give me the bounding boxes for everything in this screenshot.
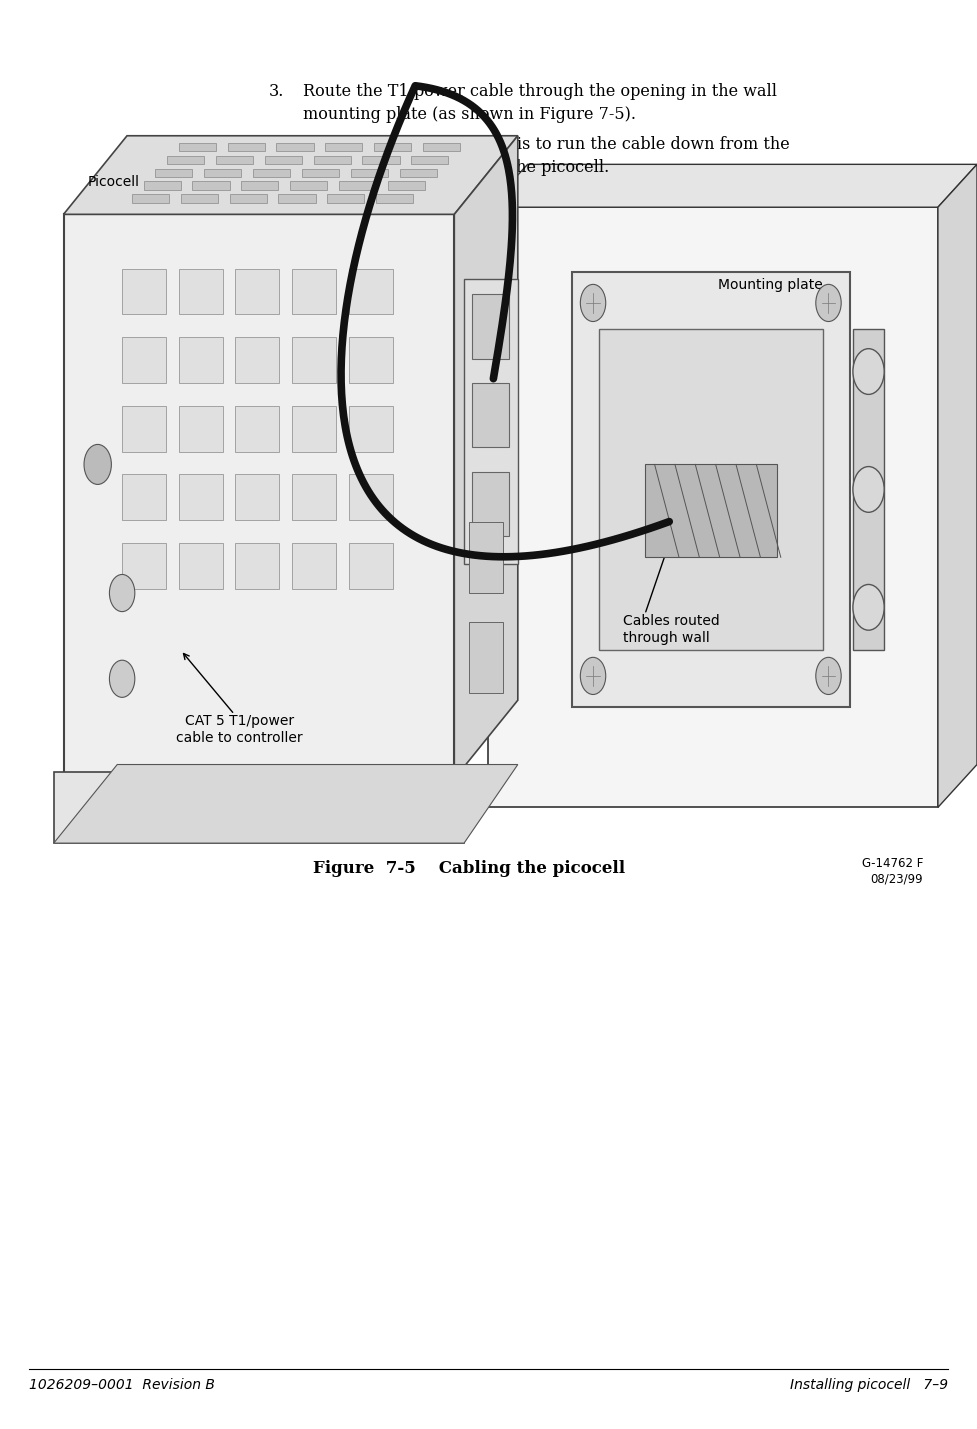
Bar xyxy=(400,169,437,177)
Bar xyxy=(230,194,267,203)
Bar xyxy=(228,143,265,151)
Bar xyxy=(374,143,411,151)
Bar xyxy=(349,269,393,314)
Bar xyxy=(235,337,279,383)
Bar xyxy=(253,169,290,177)
Text: Cables routed
through wall: Cables routed through wall xyxy=(623,614,720,644)
Bar xyxy=(122,406,166,452)
Bar xyxy=(376,194,413,203)
Bar xyxy=(388,181,425,190)
Bar xyxy=(235,269,279,314)
Bar xyxy=(290,181,327,190)
Bar xyxy=(853,329,884,650)
Text: mounting plate (as shown in Figure 7-5).: mounting plate (as shown in Figure 7-5). xyxy=(303,106,636,123)
Bar xyxy=(599,329,823,650)
Polygon shape xyxy=(488,164,977,207)
Bar xyxy=(167,156,204,164)
Bar xyxy=(276,143,314,151)
Bar xyxy=(349,543,393,589)
Bar xyxy=(144,181,181,190)
Polygon shape xyxy=(938,164,977,807)
Bar xyxy=(179,474,223,520)
Bar xyxy=(122,337,166,383)
Bar xyxy=(64,214,454,779)
Bar xyxy=(278,194,316,203)
Bar xyxy=(54,772,464,843)
Bar xyxy=(302,169,339,177)
Circle shape xyxy=(580,657,606,694)
Circle shape xyxy=(853,466,884,513)
Bar xyxy=(292,269,336,314)
Circle shape xyxy=(109,574,135,612)
Bar xyxy=(292,337,336,383)
Bar xyxy=(469,622,503,693)
Bar xyxy=(645,464,777,557)
Polygon shape xyxy=(54,765,518,843)
Circle shape xyxy=(853,584,884,630)
Bar xyxy=(179,406,223,452)
Bar xyxy=(292,406,336,452)
Bar xyxy=(327,194,364,203)
Bar xyxy=(292,474,336,520)
Bar xyxy=(314,156,351,164)
Bar xyxy=(179,143,216,151)
Bar xyxy=(488,207,938,807)
Bar xyxy=(469,522,503,593)
Bar xyxy=(464,279,518,564)
Circle shape xyxy=(816,284,841,322)
Circle shape xyxy=(853,349,884,394)
Bar xyxy=(349,406,393,452)
Bar xyxy=(362,156,400,164)
Bar xyxy=(155,169,192,177)
Bar xyxy=(179,337,223,383)
Bar xyxy=(179,269,223,314)
Bar xyxy=(265,156,302,164)
Text: An acceptable alternative is to run the cable down from the: An acceptable alternative is to run the … xyxy=(303,136,789,153)
Text: 3.: 3. xyxy=(269,83,284,100)
Text: CAT 5 T1/power
cable to controller: CAT 5 T1/power cable to controller xyxy=(176,714,303,745)
Bar xyxy=(122,474,166,520)
Bar xyxy=(179,543,223,589)
Text: Figure  7-5    Cabling the picocell: Figure 7-5 Cabling the picocell xyxy=(313,860,625,877)
Bar xyxy=(351,169,388,177)
Polygon shape xyxy=(64,136,518,214)
Text: Mounting plate: Mounting plate xyxy=(718,277,823,292)
Bar xyxy=(216,156,253,164)
Text: 1026209–0001  Revision B: 1026209–0001 Revision B xyxy=(29,1378,215,1392)
Circle shape xyxy=(84,444,111,484)
Bar xyxy=(349,474,393,520)
Bar xyxy=(292,543,336,589)
Bar xyxy=(411,156,448,164)
Bar xyxy=(423,143,460,151)
Bar xyxy=(235,474,279,520)
Bar xyxy=(339,181,376,190)
Circle shape xyxy=(580,284,606,322)
Bar xyxy=(122,269,166,314)
Bar xyxy=(192,181,230,190)
Bar xyxy=(235,406,279,452)
Bar xyxy=(472,294,509,359)
Bar xyxy=(472,472,509,536)
Text: ceiling, along the wall to the picocell.: ceiling, along the wall to the picocell. xyxy=(303,159,609,176)
Bar xyxy=(132,194,169,203)
Bar xyxy=(235,543,279,589)
Bar xyxy=(122,543,166,589)
Circle shape xyxy=(816,657,841,694)
Polygon shape xyxy=(454,136,518,779)
Bar xyxy=(572,272,850,707)
Bar xyxy=(325,143,362,151)
Bar xyxy=(204,169,241,177)
Text: Route the T1/power cable through the opening in the wall: Route the T1/power cable through the ope… xyxy=(303,83,777,100)
Text: Picocell: Picocell xyxy=(88,174,140,189)
Text: Installing picocell   7–9: Installing picocell 7–9 xyxy=(789,1378,948,1392)
Bar xyxy=(349,337,393,383)
Text: G-14762 F
08/23/99: G-14762 F 08/23/99 xyxy=(862,857,923,886)
Circle shape xyxy=(109,660,135,697)
Bar xyxy=(241,181,278,190)
Bar xyxy=(472,383,509,447)
Bar xyxy=(181,194,218,203)
